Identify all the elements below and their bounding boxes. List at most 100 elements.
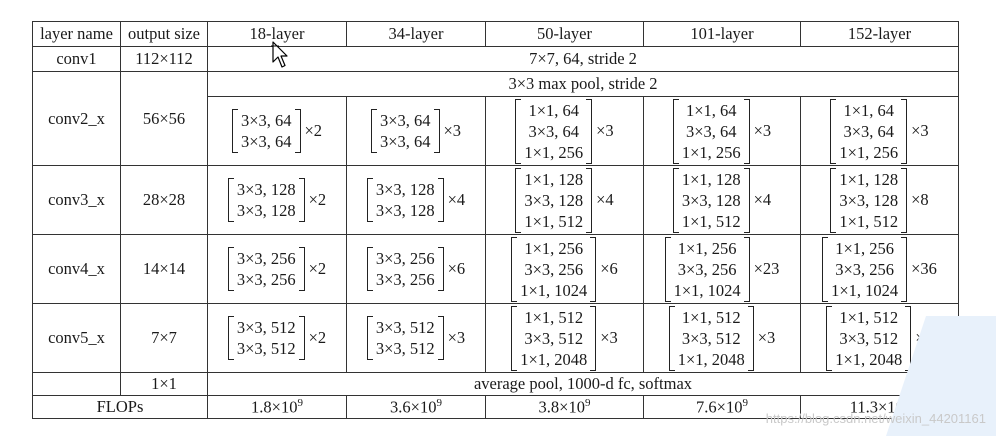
block-multiplier: ×4 (596, 190, 614, 209)
flops-exponent: 9 (436, 396, 442, 409)
left-bracket (227, 316, 234, 360)
block-multiplier: ×3 (757, 328, 776, 347)
flops-exponent: 9 (297, 396, 303, 409)
bracket-matrix: 3×3, 128 3×3, 128 (366, 178, 444, 222)
layer-name-cell: conv4_x (32, 234, 121, 304)
conv-spec: 3×3, 256 (236, 249, 296, 268)
left-bracket (511, 305, 518, 371)
left-bracket (830, 98, 837, 164)
conv-spec: 1×1, 256 (681, 142, 741, 162)
output-size-cell: 7×7 (120, 303, 208, 373)
right-bracket (433, 109, 440, 153)
block-cell: 3×3, 512 3×3, 512 ×2 (207, 303, 347, 373)
block-cell: 1×1, 256 3×3, 256 1×1, 1024 ×36 (800, 234, 959, 304)
bracket-matrix: 3×3, 64 3×3, 64 (370, 109, 440, 153)
right-bracket (294, 109, 301, 153)
conv-spec: 3×3, 128 (236, 201, 296, 220)
conv-spec: 1×1, 2048 (520, 349, 588, 369)
left-bracket (231, 109, 238, 153)
conv-spec: 3×3, 64 (379, 111, 431, 130)
bracket-matrix: 1×1, 512 3×3, 512 1×1, 2048 (668, 305, 754, 371)
left-bracket (366, 316, 373, 360)
output-size-cell: 112×112 (120, 46, 208, 72)
header-cell: 50-layer (485, 21, 644, 47)
conv-spec: 1×1, 512 (524, 307, 584, 327)
conv-spec: 3×3, 256 (236, 270, 296, 289)
residual-block: 3×3, 512 3×3, 512 ×2 (227, 316, 327, 360)
conv-spec: 1×1, 256 (839, 142, 899, 162)
left-bracket (664, 236, 671, 302)
right-bracket (437, 247, 444, 291)
bracket-matrix: 3×3, 256 3×3, 256 (227, 247, 305, 291)
bracket-matrix: 1×1, 512 3×3, 512 1×1, 2048 (826, 305, 912, 371)
conv-spec: 3×3, 256 (524, 259, 584, 279)
bracket-matrix: 1×1, 256 3×3, 256 1×1, 1024 (822, 236, 908, 302)
right-bracket (743, 98, 750, 164)
flops-value-cell: 7.6×109 (643, 395, 801, 419)
output-size-cell: 14×14 (120, 234, 208, 304)
residual-block: 3×3, 128 3×3, 128 ×4 (366, 178, 466, 222)
avgpool-row: 1×1 average pool, 1000-d fc, softmax (32, 372, 959, 396)
flops-label-cell: FLOPs (32, 395, 208, 419)
left-bracket (822, 236, 829, 302)
block-multiplier: ×36 (911, 259, 937, 278)
flops-value-cell: 1.8×109 (207, 395, 347, 419)
block-multiplier: ×2 (308, 328, 327, 347)
conv-spec: 3×3, 128 (375, 201, 435, 220)
flops-base: 3.6×10 (390, 397, 437, 417)
conv-spec: 3×3, 128 (524, 190, 584, 210)
right-bracket (590, 236, 597, 302)
conv-spec: 3×3, 64 (685, 121, 737, 141)
conv-spec: 3×3, 128 (839, 190, 899, 210)
bracket-matrix: 1×1, 128 3×3, 128 1×1, 512 (672, 167, 750, 233)
conv-spec: 3×3, 512 (839, 328, 899, 348)
block-cell: 3×3, 64 3×3, 64 ×2 (207, 96, 347, 166)
block-multiplier: ×2 (308, 190, 327, 209)
residual-block: 1×1, 128 3×3, 128 1×1, 512 ×4 (672, 167, 771, 233)
bracket-matrix: 1×1, 128 3×3, 128 1×1, 512 (515, 167, 593, 233)
conv-spec: 3×3, 256 (677, 259, 737, 279)
conv-spec: 1×1, 1024 (831, 280, 899, 300)
pool-desc-cell: 3×3 max pool, stride 2 (207, 71, 959, 97)
right-bracket (901, 98, 908, 164)
conv-spec: 3×3, 128 (681, 190, 741, 210)
right-bracket (298, 316, 305, 360)
right-bracket (901, 236, 908, 302)
block-cell: 1×1, 256 3×3, 256 1×1, 1024 ×23 (643, 234, 801, 304)
conv-spec: 1×1, 512 (681, 211, 741, 231)
conv-spec: 3×3, 256 (375, 249, 435, 268)
stage-row: conv5_x 7×7 3×3, 512 3×3, 512 ×2 3×3, 512 3×… (32, 303, 959, 373)
right-bracket (298, 247, 305, 291)
block-multiplier: ×4 (447, 190, 466, 209)
layer-name-cell: conv3_x (32, 165, 121, 235)
conv-spec: 1×1, 128 (839, 169, 899, 189)
conv-spec: 3×3, 64 (843, 121, 894, 141)
bracket-matrix: 1×1, 512 3×3, 512 1×1, 2048 (511, 305, 597, 371)
residual-block: 1×1, 256 3×3, 256 1×1, 1024 ×6 (511, 236, 618, 302)
conv-spec: 3×3, 512 (375, 318, 435, 337)
residual-block: 1×1, 128 3×3, 128 1×1, 512 ×8 (830, 167, 929, 233)
residual-block: 1×1, 128 3×3, 128 1×1, 512 ×4 (515, 167, 614, 233)
conv-spec: 3×3, 64 (379, 132, 431, 151)
block-multiplier: ×8 (911, 190, 929, 209)
block-cell: 3×3, 512 3×3, 512 ×3 (346, 303, 486, 373)
block-cell: 3×3, 128 3×3, 128 ×2 (207, 165, 347, 235)
conv-spec: 3×3, 256 (835, 259, 894, 279)
conv-spec: 1×1, 256 (835, 238, 894, 258)
conv-spec: 1×1, 256 (524, 238, 584, 258)
avgpool-desc-cell: average pool, 1000-d fc, softmax (207, 372, 959, 396)
bracket-matrix: 3×3, 64 3×3, 64 (231, 109, 301, 153)
block-multiplier: ×3 (600, 328, 618, 347)
right-bracket (586, 98, 593, 164)
header-cell: output size (120, 21, 208, 47)
output-size-cell: 1×1 (120, 372, 208, 396)
left-bracket (511, 236, 518, 302)
block-multiplier: ×6 (447, 259, 466, 278)
block-cell: 1×1, 128 3×3, 128 1×1, 512 ×4 (485, 165, 644, 235)
conv-spec: 3×3, 128 (236, 180, 296, 199)
flops-row: FLOPs 1.8×109 3.6×109 3.8×109 7.6×109 11.3×1… (32, 395, 959, 419)
block-multiplier: ×3 (443, 121, 462, 140)
resnet-architecture-table: layer name output size 18-layer 34-layer… (32, 21, 959, 419)
flops-value-cell: 3.6×109 (346, 395, 486, 419)
